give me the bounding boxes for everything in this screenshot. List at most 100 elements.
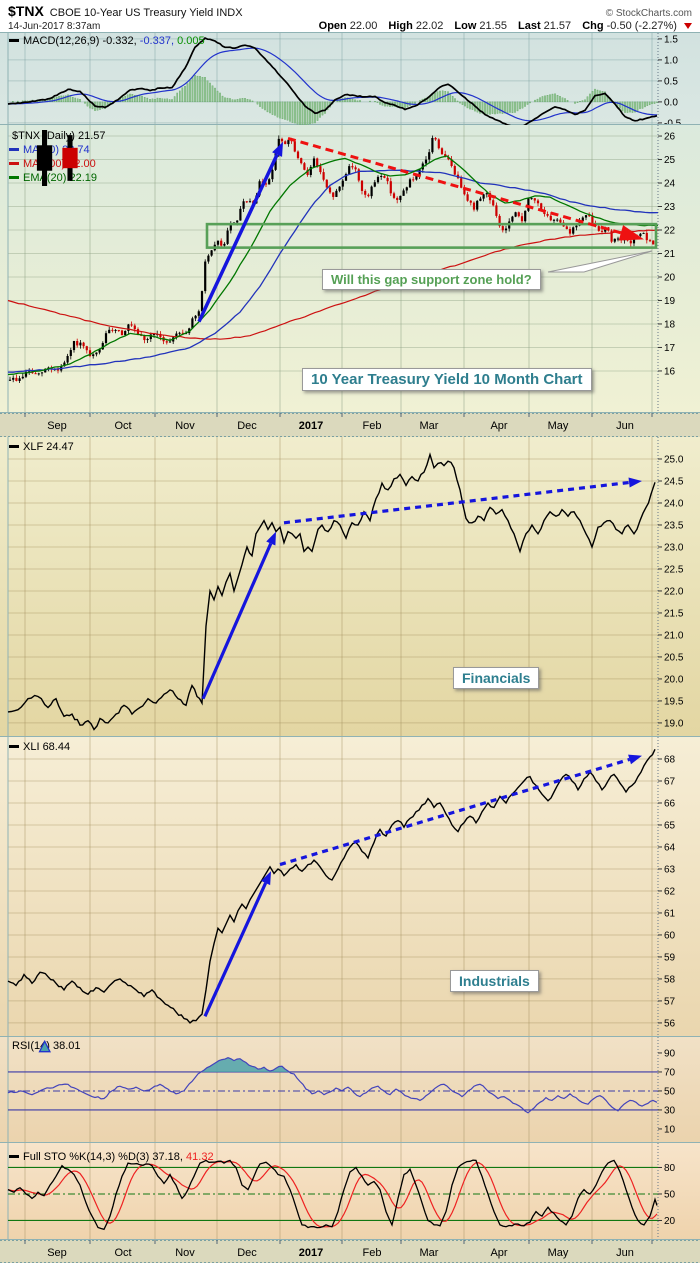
svg-text:Nov: Nov (175, 420, 195, 432)
sto-label: Full STO %K(14,3) %D(3) 37.18, (23, 1151, 183, 1163)
svg-text:May: May (548, 1247, 569, 1259)
symbol: $TNX (8, 3, 44, 19)
svg-text:1.5: 1.5 (664, 34, 678, 45)
header-title-row: $TNX CBOE 10-Year US Treasury Yield INDX… (0, 0, 700, 19)
xlf-label: XLF 24.47 (23, 441, 74, 453)
symbol-name: CBOE 10-Year US Treasury Yield INDX (49, 7, 243, 19)
ma200-line-icon (9, 162, 19, 165)
svg-text:-0.5: -0.5 (664, 118, 682, 125)
price-title: $TNX (Daily) 21.57 (12, 130, 106, 142)
xli-plot: 68 67 66 65 64 63 62 61 60 59 58 57 56 (0, 737, 700, 1037)
chg-value: -0.50 (-2.27%) (606, 20, 677, 32)
stochastics-legend: Full STO %K(14,3) %D(3) 37.18, 41.32 (9, 1151, 214, 1164)
gap-support-callout: Will this gap support zone hold? (322, 269, 541, 290)
svg-text:50: 50 (664, 1189, 676, 1200)
svg-text:66: 66 (664, 798, 676, 809)
chg-label: Chg (582, 20, 604, 32)
stockcharts-credit-link[interactable]: © StockCharts.com (605, 8, 692, 19)
xlf-panel: 25.0 24.5 24.0 23.5 23.0 22.5 22.0 21.5 21.0 20.5… (0, 437, 700, 737)
svg-text:Mar: Mar (420, 420, 439, 432)
svg-text:May: May (548, 420, 569, 432)
change-down-icon (684, 23, 692, 29)
sto-line-icon (9, 1155, 19, 1158)
x-axis-top: Sep Oct Nov Dec 2017 Feb Mar Apr May Jun (0, 413, 700, 437)
svg-text:20.5: 20.5 (664, 652, 684, 663)
high-label: High (388, 20, 413, 32)
svg-text:Feb: Feb (363, 420, 382, 432)
svg-text:Sep: Sep (47, 1247, 67, 1259)
macd-label: MACD(12,26,9) -0.332, (23, 35, 137, 47)
svg-text:21.0: 21.0 (664, 630, 684, 641)
xlf-line-icon (9, 445, 19, 448)
price-legend-title-row: $TNX (Daily) 21.57 (9, 130, 106, 186)
rsi-plot: 90 70 50 30 10 (0, 1037, 700, 1143)
svg-text:16: 16 (664, 366, 676, 377)
svg-text:60: 60 (664, 930, 676, 941)
svg-text:57: 57 (664, 996, 676, 1007)
macd-line-icon (9, 39, 19, 42)
svg-text:67: 67 (664, 776, 676, 787)
svg-text:62: 62 (664, 886, 676, 897)
x-axis-bottom: Sep Oct Nov Dec 2017 Feb Mar Apr May Jun (0, 1240, 700, 1263)
svg-text:17: 17 (664, 343, 676, 354)
ema20-legend-row: EMA(20) 22.19 (9, 172, 106, 185)
ema20-label: EMA(20) 22.19 (23, 172, 97, 184)
svg-text:Oct: Oct (114, 1247, 131, 1259)
svg-text:25: 25 (664, 155, 676, 166)
open-value: 22.00 (349, 20, 378, 32)
svg-text:23: 23 (664, 202, 676, 213)
rsi-legend: RSI(14) 38.01 (9, 1040, 80, 1053)
header-quote-row: 14-Jun-2017 8:37am Open 22.00 High 22.02 L… (0, 19, 700, 32)
svg-text:2017: 2017 (299, 420, 323, 432)
stochastics-panel: 80 50 20 Full STO %K(14,3) %D(3) 37.18, 41… (0, 1143, 700, 1240)
svg-text:50: 50 (664, 1086, 676, 1097)
open-label: Open (318, 20, 347, 32)
x-axis-bottom-labels: Sep Oct Nov Dec 2017 Feb Mar Apr May Jun (0, 1240, 700, 1263)
industrials-label-box: Industrials (450, 970, 539, 992)
svg-text:Apr: Apr (490, 420, 507, 432)
svg-text:23.5: 23.5 (664, 520, 684, 531)
svg-text:56: 56 (664, 1018, 676, 1029)
svg-text:24.5: 24.5 (664, 476, 684, 487)
last-value: 21.57 (543, 20, 572, 32)
financials-label-box: Financials (453, 667, 540, 689)
svg-text:Dec: Dec (237, 1247, 257, 1259)
svg-text:21: 21 (664, 249, 676, 260)
svg-text:19.0: 19.0 (664, 718, 684, 729)
svg-text:Feb: Feb (363, 1247, 382, 1259)
svg-text:Nov: Nov (175, 1247, 195, 1259)
chart-title-box: 10 Year Treasury Yield 10 Month Chart (302, 368, 592, 391)
xli-panel: 68 67 66 65 64 63 62 61 60 59 58 57 56 XLI 68.44 (0, 737, 700, 1037)
svg-text:22: 22 (664, 226, 676, 237)
stochastics-plot: 80 50 20 (0, 1143, 700, 1240)
svg-text:21.5: 21.5 (664, 608, 684, 619)
low-label: Low (454, 20, 477, 32)
svg-text:1.0: 1.0 (664, 55, 678, 66)
rsi-panel: 90 70 50 30 10 RSI(14) 38.01 (0, 1037, 700, 1143)
svg-text:61: 61 (664, 908, 676, 919)
svg-text:64: 64 (664, 842, 676, 853)
svg-text:Jun: Jun (616, 420, 634, 432)
svg-text:90: 90 (664, 1048, 676, 1059)
quote-summary: Open 22.00 High 22.02 Low 21.55 Last 21.57 C… (311, 20, 692, 32)
svg-text:Mar: Mar (420, 1247, 439, 1259)
macd-legend: MACD(12,26,9) -0.332, -0.337, 0.005 (9, 35, 205, 48)
svg-text:65: 65 (664, 820, 676, 831)
svg-text:Dec: Dec (237, 420, 257, 432)
xli-label: XLI 68.44 (23, 741, 71, 753)
svg-text:0.5: 0.5 (664, 76, 678, 87)
macd-hist-value: 0.005 (177, 35, 205, 47)
low-value: 21.55 (479, 20, 507, 32)
datetime: 14-Jun-2017 8:37am (8, 21, 101, 32)
xlf-legend: XLF 24.47 (9, 441, 74, 454)
svg-text:Oct: Oct (114, 420, 131, 432)
xli-legend: XLI 68.44 (9, 741, 70, 754)
sto-d-value: 41.32 (186, 1151, 214, 1163)
svg-text:80: 80 (664, 1163, 676, 1174)
svg-text:23.0: 23.0 (664, 542, 684, 553)
xlf-plot: 25.0 24.5 24.0 23.5 23.0 22.5 22.0 21.5 21.0 20.5… (0, 437, 700, 737)
ema20-line-icon (9, 176, 19, 179)
ma50-line-icon (9, 148, 19, 151)
svg-text:63: 63 (664, 864, 676, 875)
